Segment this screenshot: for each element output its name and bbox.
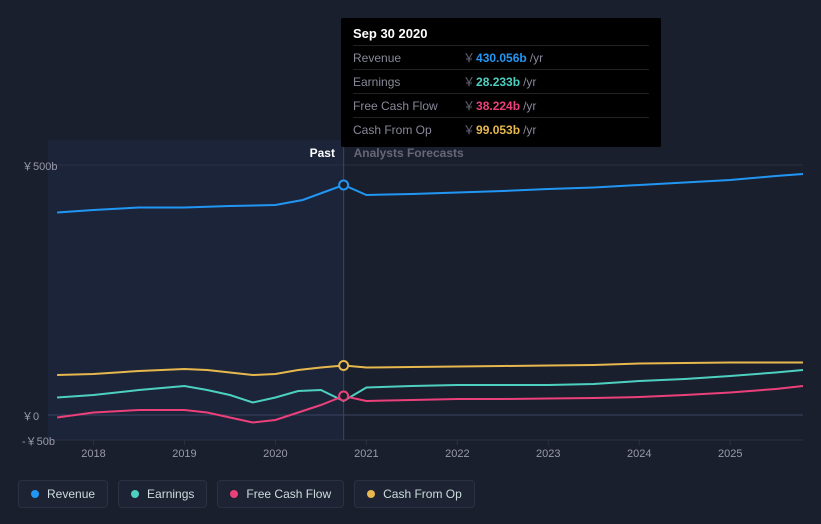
tooltip-unit: /yr xyxy=(530,51,543,65)
x-tick-label: 2021 xyxy=(354,448,378,460)
legend-swatch-icon xyxy=(31,490,39,498)
x-tick-label: 2020 xyxy=(263,448,287,460)
tooltip-currency: ￥ xyxy=(463,73,475,90)
legend-label: Cash From Op xyxy=(383,487,462,501)
legend-item[interactable]: Free Cash Flow xyxy=(217,480,344,508)
tooltip-currency: ￥ xyxy=(463,121,475,138)
x-tick-label: 2024 xyxy=(627,448,651,460)
legend-swatch-icon xyxy=(367,490,375,498)
tooltip-metric-label: Earnings xyxy=(353,75,463,89)
tooltip-currency: ￥ xyxy=(463,49,475,66)
tooltip-unit: /yr xyxy=(523,123,536,137)
legend-label: Earnings xyxy=(147,487,194,501)
tooltip-row: Revenue￥430.056b/yr xyxy=(353,45,649,69)
legend-swatch-icon xyxy=(230,490,238,498)
forecast-label: Analysts Forecasts xyxy=(354,146,464,160)
y-tick-label: ￥0 xyxy=(22,408,39,424)
marker-fcf xyxy=(339,392,348,401)
tooltip-metric-label: Free Cash Flow xyxy=(353,99,463,113)
x-tick-label: 2022 xyxy=(445,448,469,460)
tooltip-date: Sep 30 2020 xyxy=(353,26,649,45)
legend-label: Revenue xyxy=(47,487,95,501)
y-tick-label: -￥50b xyxy=(22,433,55,449)
tooltip-unit: /yr xyxy=(523,75,536,89)
tooltip-unit: /yr xyxy=(523,99,536,113)
tooltip-row: Cash From Op￥99.053b/yr xyxy=(353,117,649,141)
tooltip-metric-label: Cash From Op xyxy=(353,123,463,137)
legend-item[interactable]: Cash From Op xyxy=(354,480,475,508)
plot-area[interactable] xyxy=(48,140,803,440)
marker-revenue xyxy=(339,181,348,190)
chart-svg xyxy=(48,140,803,440)
x-tick-label: 2019 xyxy=(172,448,196,460)
earnings-chart: Past Analysts Forecasts Sep 30 2020 Reve… xyxy=(18,0,803,524)
tooltip-value: 430.056b xyxy=(476,51,527,65)
marker-cfo xyxy=(339,361,348,370)
tooltip-value: 28.233b xyxy=(476,75,520,89)
tooltip-currency: ￥ xyxy=(463,97,475,114)
hover-tooltip: Sep 30 2020 Revenue￥430.056b/yrEarnings￥… xyxy=(341,18,661,147)
y-tick-label: ￥500b xyxy=(22,158,57,174)
legend-swatch-icon xyxy=(131,490,139,498)
legend-label: Free Cash Flow xyxy=(246,487,331,501)
past-label: Past xyxy=(310,146,335,160)
x-tick-label: 2023 xyxy=(536,448,560,460)
tooltip-metric-label: Revenue xyxy=(353,51,463,65)
legend-item[interactable]: Revenue xyxy=(18,480,108,508)
legend: Revenue Earnings Free Cash Flow Cash From O… xyxy=(18,480,475,508)
x-tick-label: 2018 xyxy=(81,448,105,460)
tooltip-value: 38.224b xyxy=(476,99,520,113)
tooltip-row: Free Cash Flow￥38.224b/yr xyxy=(353,93,649,117)
x-tick-label: 2025 xyxy=(718,448,742,460)
legend-item[interactable]: Earnings xyxy=(118,480,207,508)
tooltip-row: Earnings￥28.233b/yr xyxy=(353,69,649,93)
tooltip-value: 99.053b xyxy=(476,123,520,137)
